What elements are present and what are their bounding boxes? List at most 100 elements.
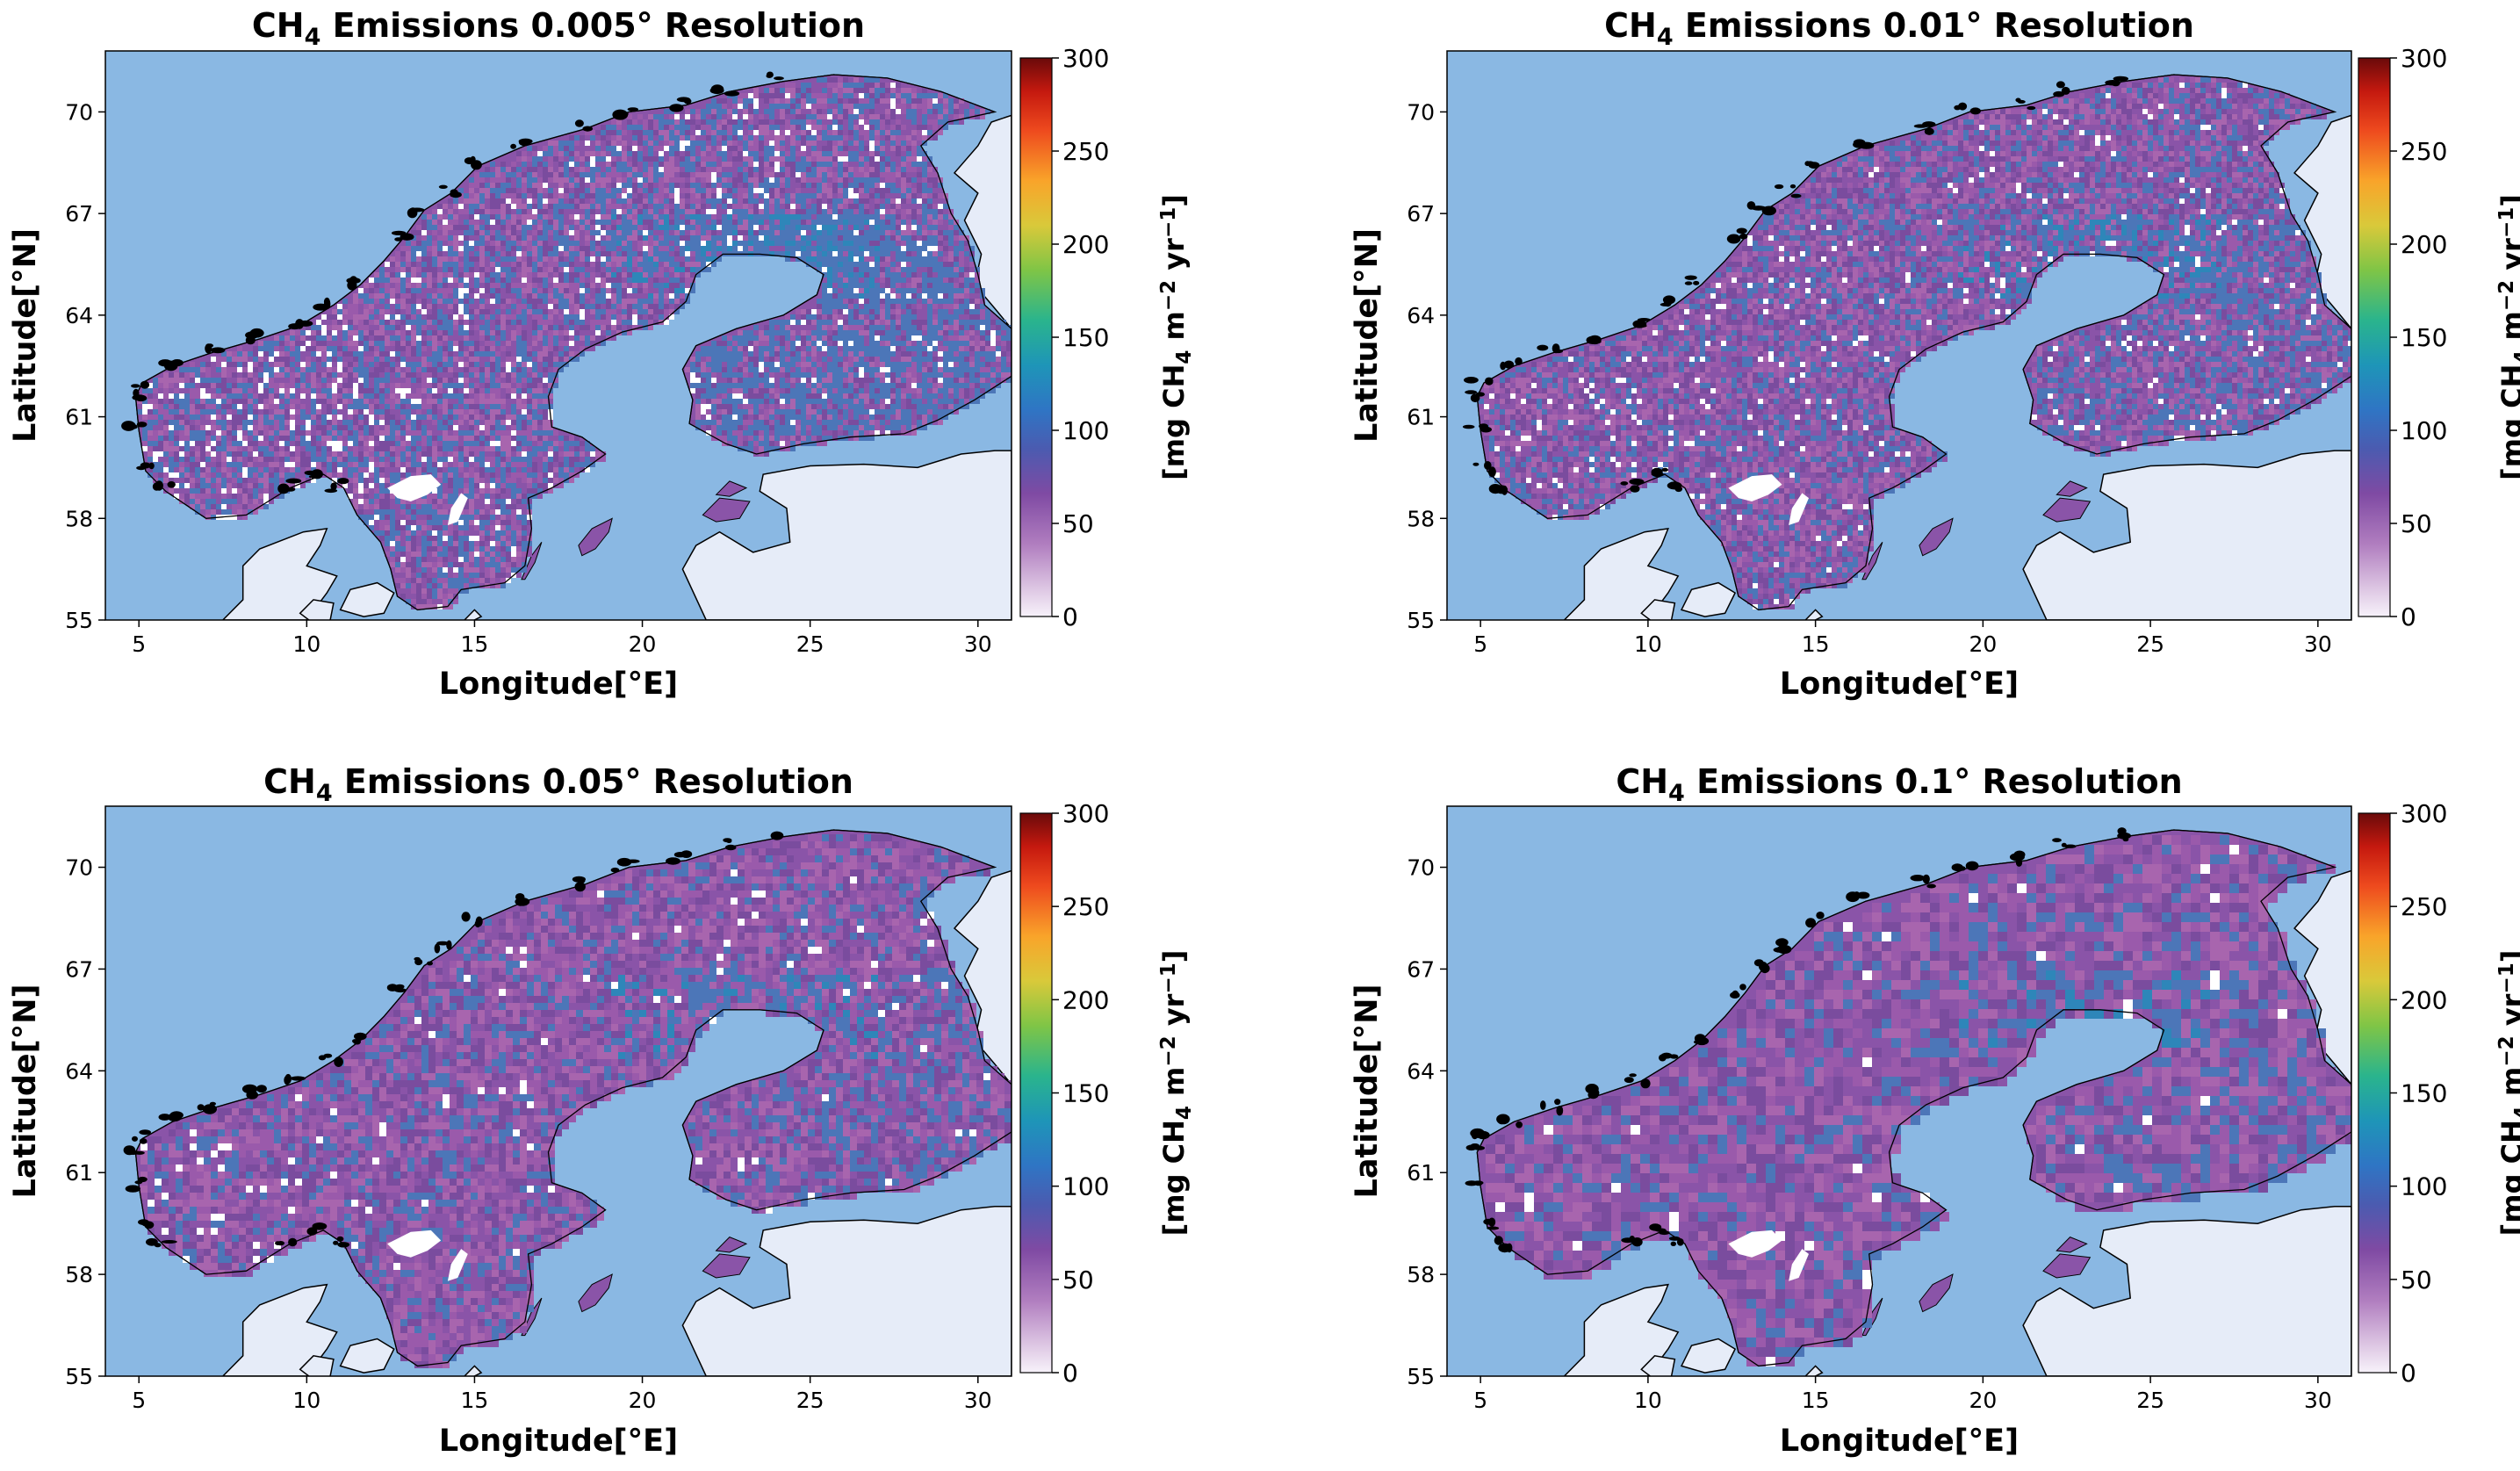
fjord-islet bbox=[1552, 349, 1564, 354]
y-tick-label: 67 bbox=[65, 201, 93, 227]
y-tick-label: 64 bbox=[1407, 303, 1435, 328]
fjord-islet bbox=[1586, 335, 1599, 344]
colorbar-label-part: −2 bbox=[1157, 280, 1180, 311]
fjord-islet bbox=[1739, 984, 1746, 991]
outside-land bbox=[1680, 1338, 1737, 1374]
x-tick-label: 25 bbox=[2136, 631, 2164, 657]
outside-land bbox=[1563, 527, 1680, 620]
fjord-islet bbox=[1760, 963, 1770, 974]
colorbar-tick-label: 100 bbox=[1062, 1172, 1109, 1201]
y-tick-label: 58 bbox=[1407, 506, 1435, 531]
emission-cells bbox=[140, 834, 1012, 1361]
fjord-islet bbox=[1474, 1181, 1482, 1186]
fjord-islet bbox=[1674, 486, 1683, 493]
colorbar-label-part: 4 bbox=[1173, 350, 1196, 364]
emission-texture bbox=[1486, 835, 2351, 1366]
y-tick-label: 67 bbox=[1407, 956, 1435, 982]
fjord-islet bbox=[1633, 323, 1647, 328]
fjord-islet bbox=[414, 958, 423, 966]
fjord-islet bbox=[1969, 107, 1981, 115]
colorbar-label-part: 4 bbox=[1173, 1106, 1196, 1120]
colorbar-label-part: ] bbox=[2495, 194, 2520, 207]
fjord-islet bbox=[1846, 891, 1860, 903]
outside-land bbox=[1804, 1365, 1824, 1376]
emission-island bbox=[578, 517, 613, 557]
panel-title: CH4 Emissions 0.1° Resolution bbox=[1616, 762, 2182, 807]
fjord-islet bbox=[574, 882, 586, 892]
fjord-islet bbox=[134, 394, 148, 402]
emission-cells bbox=[1486, 835, 2351, 1366]
colorbar-tick-label: 200 bbox=[2401, 985, 2447, 1014]
x-tick-label: 30 bbox=[964, 631, 992, 657]
emission-island bbox=[2056, 480, 2088, 497]
fjord-islet bbox=[1805, 161, 1815, 166]
colorbar-tick-label: 50 bbox=[1062, 1265, 1094, 1294]
colorbar-tick-label: 300 bbox=[1062, 44, 1109, 73]
fjord-islet bbox=[1965, 861, 1979, 871]
fjord-islet bbox=[1473, 1145, 1485, 1150]
fjord-islet bbox=[144, 1221, 155, 1229]
colorbar-label-part: m bbox=[1157, 1067, 1191, 1106]
fjord-islet bbox=[205, 343, 212, 354]
colorbar-tick-label: 300 bbox=[2401, 44, 2447, 73]
lake bbox=[1728, 1229, 1782, 1258]
outside-land bbox=[299, 1354, 335, 1376]
lake bbox=[447, 493, 468, 525]
fjord-islet bbox=[163, 360, 178, 371]
fjord-islet bbox=[304, 470, 316, 476]
fjord-islet bbox=[337, 478, 349, 485]
y-axis-label: Latitude[°N] bbox=[1350, 228, 1385, 443]
emission-cells bbox=[1505, 835, 2351, 1357]
fjord-islet bbox=[284, 487, 296, 492]
outside-land bbox=[1640, 599, 1676, 620]
fjord-islet bbox=[1503, 360, 1515, 369]
fjord-islet bbox=[1495, 485, 1508, 494]
outside-land bbox=[2022, 1206, 2351, 1376]
colorbar-gradient bbox=[1019, 57, 1053, 617]
fjord-islet bbox=[1659, 1054, 1667, 1062]
y-tick-label: 70 bbox=[65, 855, 93, 881]
colorbar-label-part: ] bbox=[1157, 194, 1191, 207]
coastline bbox=[134, 829, 1012, 1367]
fjord-islet bbox=[2056, 81, 2065, 89]
colorbar-label-part: −1 bbox=[2495, 207, 2518, 238]
fjord-islet bbox=[666, 857, 680, 865]
emission-island bbox=[1919, 1273, 1954, 1313]
y-tick-label: 55 bbox=[1407, 1364, 1435, 1389]
fjord-islet bbox=[1462, 424, 1475, 429]
y-tick-label: 67 bbox=[1407, 201, 1435, 227]
colorbar-tick-label: 250 bbox=[1062, 892, 1109, 921]
outside-land bbox=[339, 581, 395, 617]
fjord-islet bbox=[1809, 920, 1816, 926]
fjord-islet bbox=[1655, 1228, 1667, 1232]
colorbar-tick-label: 200 bbox=[1062, 230, 1109, 259]
fjord-islet bbox=[349, 276, 357, 284]
x-tick-label: 20 bbox=[1969, 1388, 1997, 1413]
fjord-islet bbox=[1485, 377, 1494, 385]
x-tick-label: 25 bbox=[2136, 1388, 2164, 1413]
fjord-islet bbox=[1651, 472, 1664, 477]
title-ch: CH bbox=[263, 762, 316, 801]
fjord-islet bbox=[2015, 97, 2021, 103]
fjord-islet bbox=[518, 139, 531, 147]
fjord-islet bbox=[766, 71, 774, 78]
fjord-islet bbox=[1789, 184, 1796, 189]
map-area bbox=[1447, 806, 2351, 1376]
emission-cells bbox=[1959, 970, 2210, 1048]
y-axis-label: Latitude[°N] bbox=[8, 228, 43, 443]
colorbar-label-part: [mg CH bbox=[2495, 1120, 2520, 1236]
fjord-islet bbox=[333, 1240, 339, 1245]
lake bbox=[387, 474, 442, 501]
fjord-islet bbox=[1660, 302, 1671, 306]
colorbar-label-part: yr bbox=[1157, 238, 1191, 280]
fjord-islet bbox=[1515, 357, 1523, 365]
colorbar-label-part: 4 bbox=[2511, 1106, 2520, 1120]
fjord-islet bbox=[676, 97, 691, 103]
outside-land bbox=[1680, 581, 1737, 617]
fjord-islet bbox=[394, 988, 407, 993]
colorbar-label: [mg CH4 m−2 yr−1] bbox=[1157, 950, 1196, 1237]
fjord-islet bbox=[409, 207, 425, 213]
fjord-islet bbox=[394, 237, 403, 242]
map-area bbox=[1447, 51, 2351, 620]
